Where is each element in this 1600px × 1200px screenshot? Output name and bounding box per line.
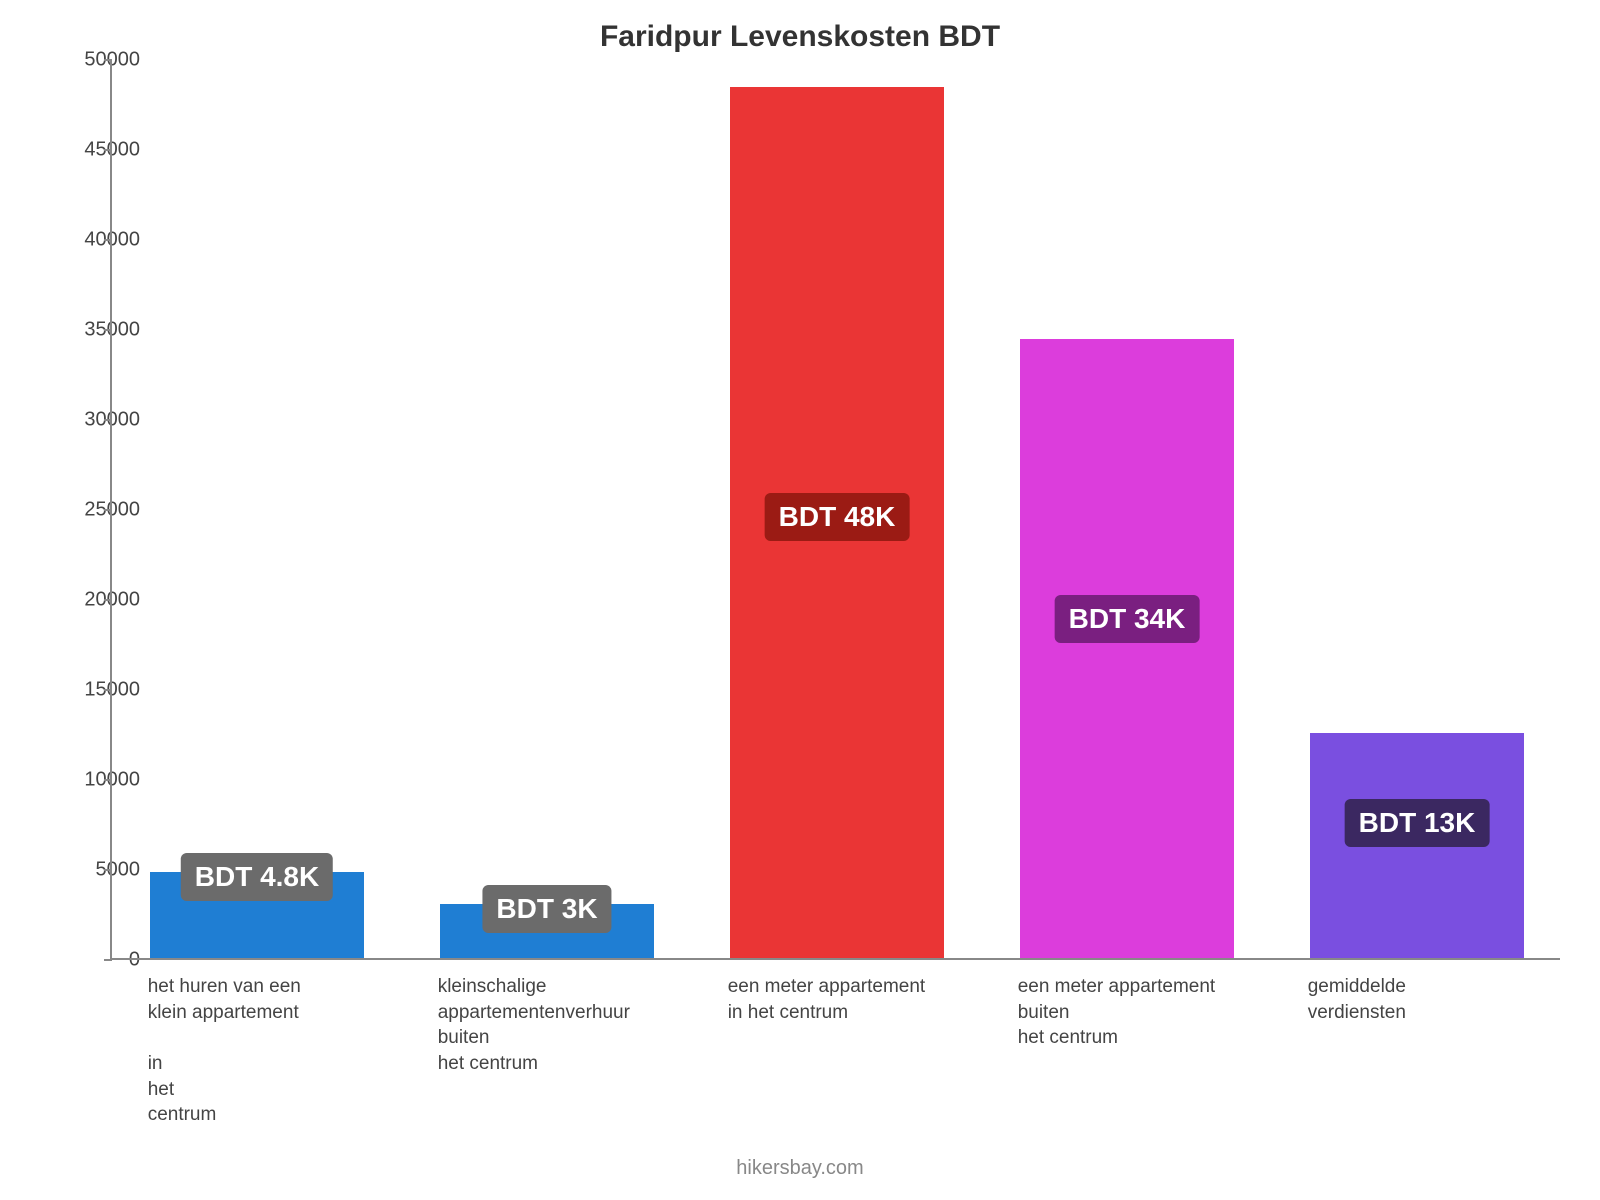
chart-container: Faridpur Levenskosten BDT 05000100001500… (0, 0, 1600, 1200)
attribution-text: hikersbay.com (0, 1157, 1600, 1180)
value-badge: BDT 4.8K (181, 853, 333, 901)
value-badge: BDT 13K (1345, 799, 1490, 847)
value-badge: BDT 3K (482, 885, 611, 933)
x-axis-label: kleinschalige appartementenverhuur buite… (438, 974, 653, 1077)
value-badge: BDT 48K (765, 493, 910, 541)
bar: BDT 13K (1310, 733, 1525, 958)
bar: BDT 48K (730, 87, 945, 958)
x-axis-label: gemiddelde verdiensten (1308, 974, 1523, 1025)
bar: BDT 3K (440, 904, 655, 958)
chart-title: Faridpur Levenskosten BDT (0, 20, 1600, 54)
x-axis-label: een meter appartement in het centrum (728, 974, 943, 1025)
bar: BDT 4.8K (150, 872, 365, 958)
bar: BDT 34K (1020, 339, 1235, 958)
x-axis-label: een meter appartement buiten het centrum (1018, 974, 1233, 1051)
x-axis-label: het huren van een klein appartement in h… (148, 974, 363, 1128)
bars-group: BDT 4.8K BDT 3K BDT 48K BDT 34K BDT 13K (112, 60, 1560, 958)
value-badge: BDT 34K (1055, 595, 1200, 643)
plot-area: BDT 4.8K BDT 3K BDT 48K BDT 34K BDT 13K (110, 60, 1560, 960)
